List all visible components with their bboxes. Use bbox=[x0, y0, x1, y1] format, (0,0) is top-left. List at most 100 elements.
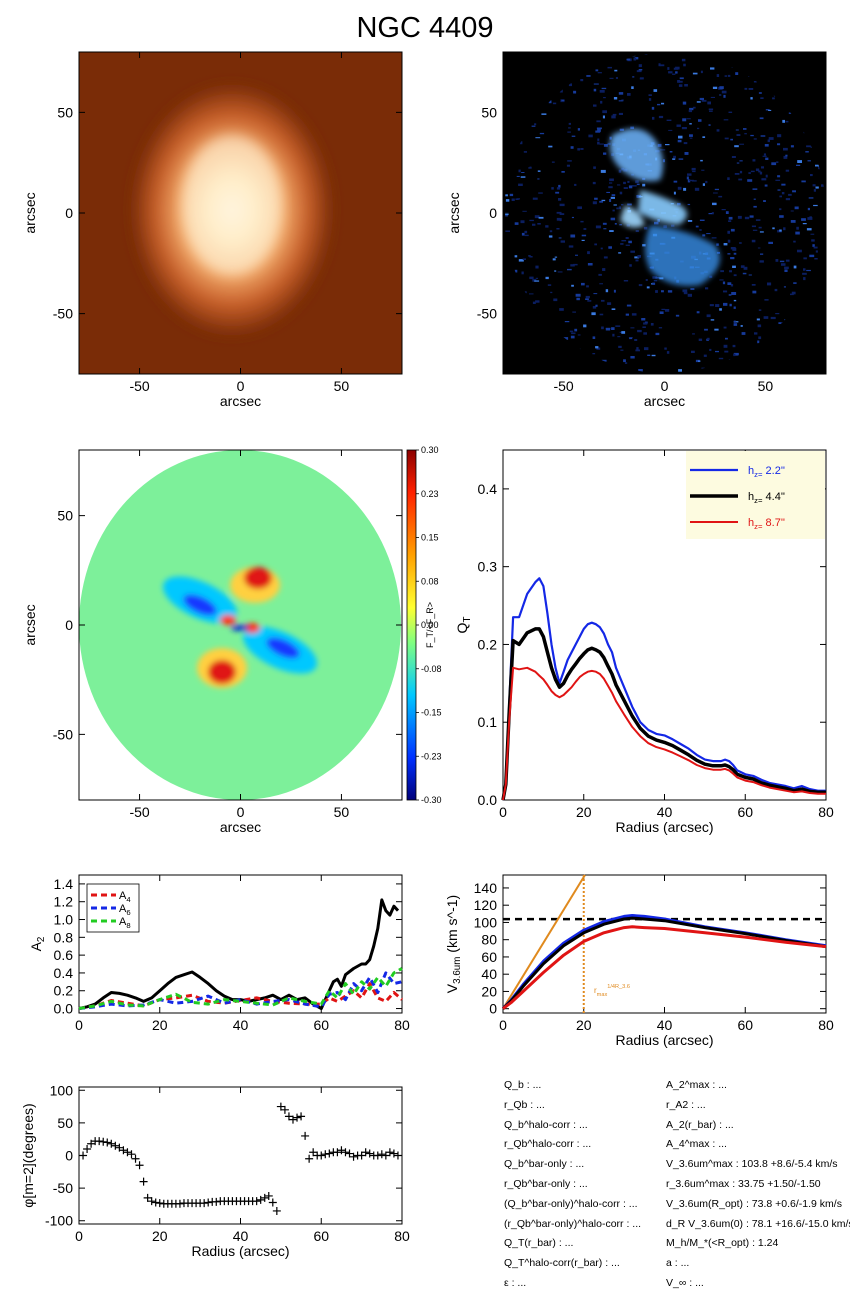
noise-speck bbox=[716, 129, 720, 132]
noise-speck bbox=[719, 86, 724, 90]
noise-speck bbox=[728, 294, 732, 296]
noise-speck bbox=[587, 251, 590, 255]
noise-speck bbox=[623, 181, 626, 185]
noise-speck bbox=[509, 193, 514, 197]
noise-speck bbox=[758, 226, 762, 229]
y-tick-label: 0.2 bbox=[478, 636, 498, 652]
noise-speck bbox=[783, 227, 786, 231]
x-axis-label: Radius (arcsec) bbox=[191, 1243, 289, 1259]
noise-speck bbox=[569, 330, 574, 333]
noise-speck bbox=[609, 199, 612, 202]
phase-point bbox=[260, 1193, 269, 1202]
noise-speck bbox=[688, 109, 692, 113]
noise-speck bbox=[612, 333, 615, 337]
legend-entry: A6 bbox=[119, 903, 131, 917]
x-tick-label: 80 bbox=[818, 1017, 834, 1033]
noise-speck bbox=[605, 327, 611, 329]
noise-speck bbox=[763, 316, 769, 319]
noise-speck bbox=[555, 191, 560, 194]
noise-speck bbox=[748, 274, 752, 276]
noise-speck bbox=[783, 155, 788, 159]
noise-speck bbox=[744, 216, 750, 220]
phase-point bbox=[365, 1149, 374, 1158]
y-axis-label: arcsec bbox=[22, 604, 38, 645]
noise-speck bbox=[815, 164, 819, 167]
noise-speck bbox=[636, 347, 639, 350]
noise-speck bbox=[534, 280, 540, 282]
noise-speck bbox=[558, 237, 562, 239]
noise-speck bbox=[802, 223, 807, 225]
noise-speck bbox=[595, 69, 599, 72]
noise-speck bbox=[601, 359, 607, 362]
noise-speck bbox=[793, 282, 797, 284]
noise-speck bbox=[687, 203, 691, 206]
noise-speck bbox=[803, 268, 806, 271]
x-tick-label: 0 bbox=[237, 378, 245, 394]
noise-speck bbox=[628, 240, 632, 244]
y-tick-label: 1.2 bbox=[54, 894, 74, 910]
panel-image-3.6um: -50 0 50 50 0 -50 arcsec arcsec bbox=[22, 51, 403, 409]
noise-speck bbox=[692, 72, 698, 75]
noise-speck bbox=[797, 160, 802, 163]
noise-speck bbox=[729, 270, 732, 273]
legend-entry: hz= 4.4'' bbox=[748, 491, 785, 505]
noise-speck bbox=[775, 313, 780, 315]
noise-speck bbox=[722, 281, 726, 285]
noise-speck bbox=[754, 332, 758, 335]
legend-entry: A8 bbox=[119, 916, 131, 930]
noise-speck bbox=[710, 67, 715, 70]
phase-point bbox=[284, 1112, 293, 1121]
parameter-row: d_R V_3.6um(0) : 78.1 +16.6/-15.0 km/s/k… bbox=[666, 1217, 850, 1230]
noise-speck bbox=[793, 240, 796, 243]
noise-speck bbox=[599, 143, 604, 145]
noise-speck bbox=[788, 193, 792, 196]
noise-speck bbox=[655, 332, 660, 336]
phase-point bbox=[155, 1199, 164, 1208]
noise-speck bbox=[575, 293, 581, 297]
noise-speck bbox=[652, 282, 656, 285]
qt-series-line bbox=[502, 666, 826, 801]
noise-speck bbox=[651, 106, 655, 110]
noise-speck bbox=[628, 185, 633, 189]
noise-speck bbox=[556, 211, 562, 214]
noise-speck bbox=[580, 79, 584, 82]
phase-point bbox=[252, 1197, 261, 1206]
noise-speck bbox=[761, 166, 764, 169]
noise-speck bbox=[765, 157, 769, 160]
phase-point bbox=[119, 1146, 128, 1155]
noise-speck bbox=[607, 302, 612, 305]
panel-phase-angle: 0 20 40 60 80 100 50 0 -50 -100 Radius (arcsec) φ[m… bbox=[20, 1082, 410, 1259]
noise-speck bbox=[778, 322, 783, 324]
rotation-series-line bbox=[502, 874, 586, 1010]
noise-speck bbox=[599, 313, 604, 316]
y-tick-label: 50 bbox=[57, 508, 73, 524]
noise-speck bbox=[733, 352, 739, 356]
parameter-row: Q_T(r_bar) : ... bbox=[504, 1237, 574, 1250]
noise-speck bbox=[749, 215, 754, 218]
noise-speck bbox=[551, 161, 555, 163]
noise-speck bbox=[636, 183, 640, 186]
noise-speck bbox=[683, 63, 686, 67]
noise-speck bbox=[733, 321, 739, 323]
noise-speck bbox=[615, 77, 618, 79]
noise-speck bbox=[663, 225, 667, 229]
noise-speck bbox=[653, 89, 658, 92]
noise-speck bbox=[700, 159, 703, 162]
noise-speck bbox=[638, 284, 643, 287]
noise-speck bbox=[661, 102, 665, 105]
noise-speck bbox=[601, 199, 606, 202]
noise-speck bbox=[568, 122, 571, 125]
noise-speck bbox=[790, 293, 794, 296]
phase-point bbox=[115, 1143, 124, 1152]
noise-speck bbox=[752, 159, 756, 162]
noise-speck bbox=[541, 113, 547, 115]
noise-speck bbox=[727, 239, 731, 243]
noise-speck bbox=[612, 209, 615, 212]
noise-speck bbox=[719, 279, 724, 281]
noise-speck bbox=[727, 253, 731, 255]
noise-speck bbox=[720, 270, 724, 273]
noise-speck bbox=[609, 182, 613, 184]
noise-speck bbox=[514, 222, 519, 225]
amplitude-series-line bbox=[78, 967, 403, 1010]
noise-speck bbox=[705, 180, 708, 184]
